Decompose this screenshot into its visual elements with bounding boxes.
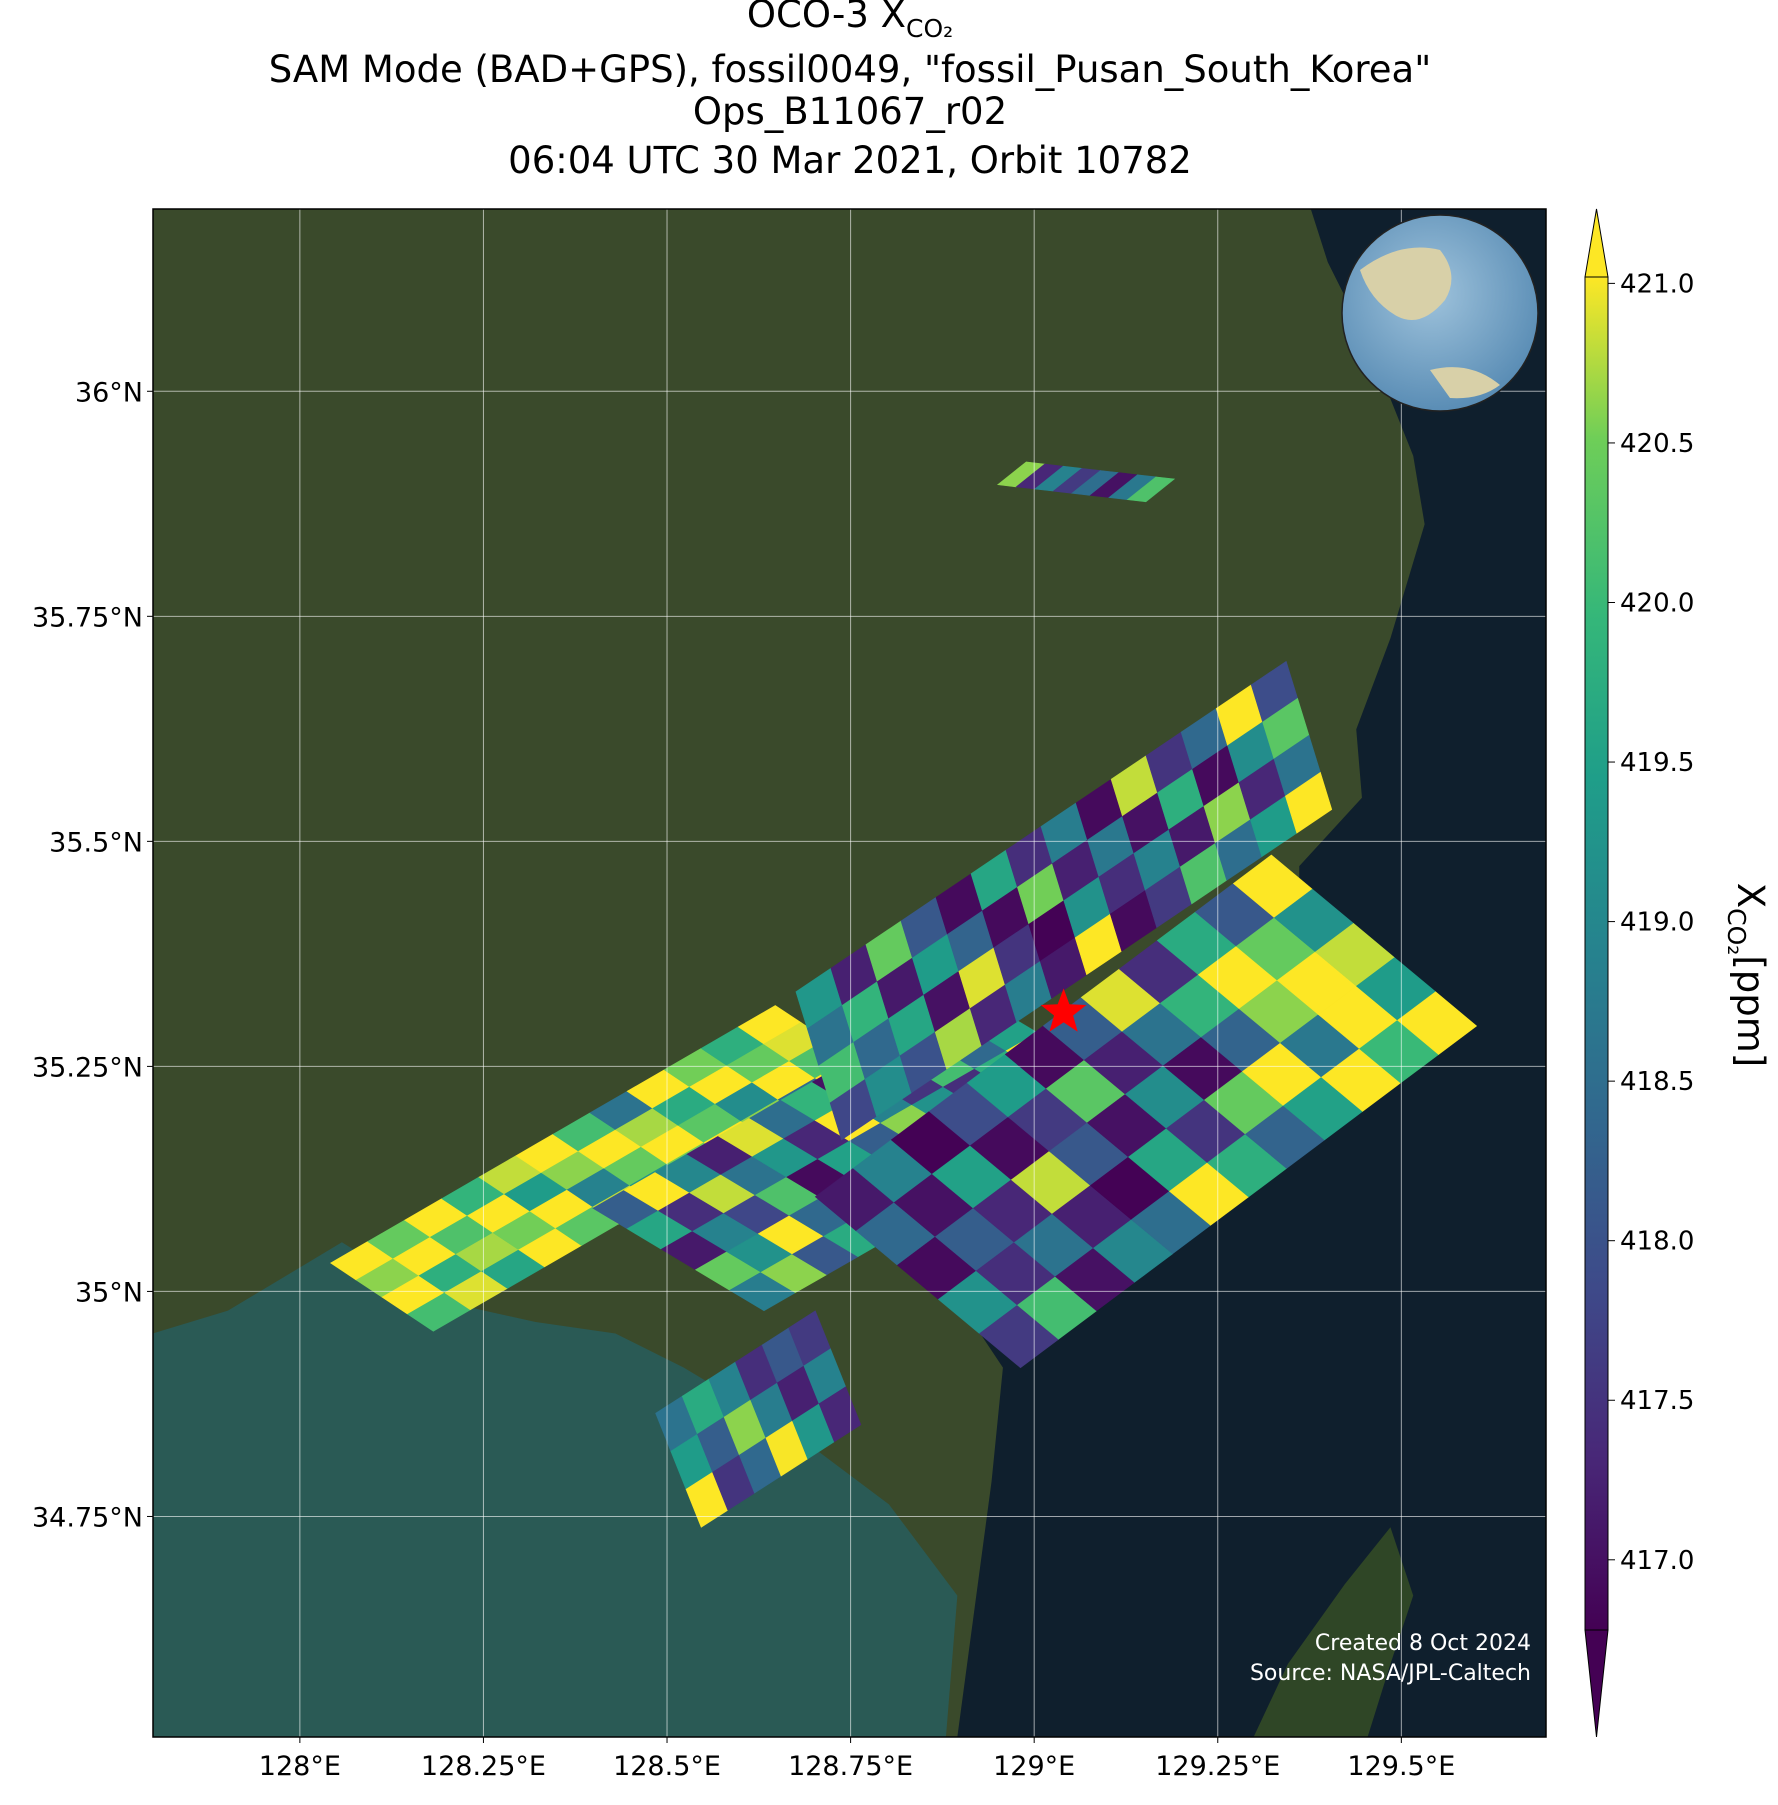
y-tick-label: 36°N (75, 377, 143, 408)
x-tick-label: 129.25°E (1155, 1751, 1280, 1782)
colorbar-extend-max (1584, 208, 1609, 278)
colorbar-tick-label: 417.0 (1620, 1546, 1694, 1576)
x-tick-label: 129°E (993, 1751, 1075, 1782)
coastal-water (153, 1242, 958, 1737)
x-tick-label: 128°E (259, 1751, 341, 1782)
globe-land (1430, 367, 1500, 399)
colorbar-tick-label: 421.0 (1620, 269, 1694, 299)
graticule (153, 209, 1546, 1737)
x-tick-label: 128.25°E (421, 1751, 546, 1782)
globe-land (1360, 247, 1452, 320)
colorbar-tick-label: 419.0 (1620, 908, 1694, 938)
ocean (934, 209, 1546, 1737)
colorbar-tick-label: 418.5 (1620, 1067, 1694, 1097)
subtitle: Ops_B11067_r02 (693, 90, 1007, 133)
y-tick-label: 35.75°N (32, 602, 143, 633)
credit: Created 8 Oct 2024 (1315, 1631, 1531, 1656)
sounding (1285, 771, 1333, 834)
map-frame (152, 208, 1547, 1738)
sounding (1397, 991, 1478, 1055)
y-tick-label: 35°N (75, 1277, 143, 1308)
colorbar-body (1585, 277, 1608, 1630)
credit: Source: NASA/JPL-Caltech (1250, 1661, 1531, 1686)
x-tick-label: 128.5°E (613, 1751, 721, 1782)
ocean-group (153, 209, 1546, 1737)
colorbar (1584, 208, 1609, 1738)
island (1253, 1527, 1414, 1737)
sounding (1126, 476, 1176, 503)
title-subscript: CO₂ (906, 14, 953, 43)
colorbar-label-unit: [ppm] (1729, 955, 1772, 1067)
subtitle: 06:04 UTC 30 Mar 2021, Orbit 10782 (508, 139, 1192, 182)
y-tick-label: 35.5°N (49, 827, 143, 858)
x-tick-label: 128.75°E (788, 1751, 913, 1782)
colorbar-tick-label: 420.0 (1620, 588, 1694, 618)
colorbar-label-subscript: CO₂ (1722, 908, 1751, 955)
chart-title: OCO-3 XCO₂ (747, 0, 953, 43)
colorbar-frame (1584, 276, 1609, 1631)
colorbar-tick-label: 417.5 (1620, 1386, 1694, 1416)
colorbar-label-text: X (1729, 883, 1772, 908)
soundings (330, 461, 1478, 1528)
subtitle: SAM Mode (BAD+GPS), fossil0049, "fossil_… (269, 48, 1432, 91)
colorbar-tick-label: 419.5 (1620, 748, 1694, 778)
colorbar-label: XCO₂[ppm] (1722, 883, 1772, 1067)
inset-globe (1341, 214, 1539, 412)
target-site (1040, 988, 1087, 1032)
title-text: OCO-3 X (747, 0, 906, 36)
colorbar-tick-label: 418.0 (1620, 1227, 1694, 1257)
y-tick-label: 34.75°N (32, 1502, 143, 1533)
colorbar-extend-min (1584, 1629, 1609, 1738)
colorbar-tick-label: 420.5 (1620, 429, 1694, 459)
y-tick-label: 35.25°N (32, 1052, 143, 1083)
x-tick-label: 129.5°E (1347, 1751, 1455, 1782)
